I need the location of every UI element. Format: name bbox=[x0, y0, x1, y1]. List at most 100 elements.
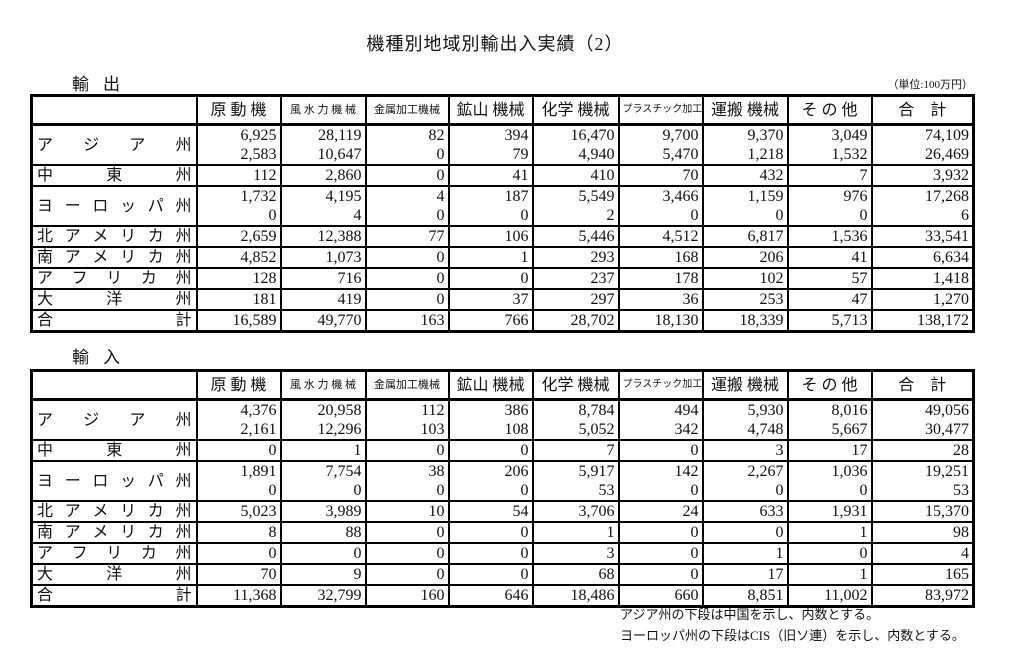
value-cell: 0 bbox=[195, 439, 282, 462]
value-cell: 1 bbox=[531, 521, 620, 544]
value: 28,119 bbox=[318, 127, 362, 144]
region-label: 南 ア メ リ カ 州 bbox=[30, 246, 198, 269]
value: 77 bbox=[428, 228, 445, 245]
value-cell: 88 bbox=[279, 521, 367, 544]
value-cell: 0 bbox=[617, 542, 704, 565]
value: 646 bbox=[504, 587, 529, 604]
value: 41 bbox=[851, 249, 868, 266]
value-cell: 7,754 0 bbox=[279, 460, 367, 502]
value-cell: 32,799 bbox=[279, 584, 367, 608]
value: 1,159 bbox=[747, 188, 784, 205]
value: 3,932 bbox=[933, 167, 969, 184]
value: 0 bbox=[436, 545, 445, 562]
column-header: 原 動 機 bbox=[195, 94, 282, 126]
value: 28,702 bbox=[570, 312, 615, 329]
value-cell: 0 bbox=[364, 439, 450, 462]
value: 3,706 bbox=[578, 503, 615, 520]
value: 16,589 bbox=[232, 312, 277, 329]
value: 0 bbox=[268, 545, 277, 562]
value-cell: 293 bbox=[531, 246, 620, 269]
value: 1 bbox=[520, 249, 529, 266]
column-header: 運搬 機械 bbox=[701, 369, 789, 401]
column-header: そ の 他 bbox=[786, 369, 873, 401]
value: 160 bbox=[420, 587, 445, 604]
value-cell: 206 0 bbox=[447, 460, 534, 502]
value: 0 bbox=[436, 249, 445, 266]
value: 3,049 bbox=[831, 127, 868, 144]
value: 3 bbox=[775, 442, 784, 459]
column-header: 金属加工機械 bbox=[364, 94, 450, 126]
sub-value: 0 bbox=[436, 146, 445, 163]
value: 293 bbox=[590, 249, 615, 266]
value-cell: 160 bbox=[364, 584, 450, 608]
footnote: アジア州の下段は中国を示し、内数とする。 bbox=[620, 607, 880, 622]
value-cell: 49,056 30,477 bbox=[870, 398, 975, 441]
value: 0 bbox=[520, 270, 529, 287]
value-cell: 766 bbox=[447, 309, 534, 333]
value-cell: 98 bbox=[870, 521, 975, 544]
sub-value: 26,469 bbox=[925, 146, 969, 163]
value: 0 bbox=[520, 545, 529, 562]
value: 8,016 bbox=[831, 402, 868, 419]
value-cell: 2,659 bbox=[195, 225, 282, 248]
value-cell: 41 bbox=[786, 246, 873, 269]
value-cell: 17,268 6 bbox=[870, 185, 975, 227]
value: 41 bbox=[512, 167, 529, 184]
region-label: ヨ ー ロ ッ パ 州 bbox=[30, 185, 198, 227]
region-label: ア フ リ カ 州 bbox=[30, 267, 198, 290]
value-cell: 83,972 bbox=[870, 584, 975, 608]
value: 4 bbox=[961, 545, 969, 562]
value: 0 bbox=[520, 566, 529, 583]
table-row: 大 洋 州 181 419 0 37 297 36 253 47 1,270 bbox=[30, 288, 975, 311]
value-cell: 0 bbox=[447, 542, 534, 565]
value-cell: 976 0 bbox=[786, 185, 873, 227]
value-cell: 19,251 53 bbox=[870, 460, 975, 502]
value-cell: 106 bbox=[447, 225, 534, 248]
value-cell: 28,702 bbox=[531, 309, 620, 333]
value-cell: 1,418 bbox=[870, 267, 975, 290]
value-cell: 4 bbox=[870, 542, 975, 565]
value-cell: 394 79 bbox=[447, 123, 534, 166]
value: 1,891 bbox=[240, 463, 277, 480]
value: 6,634 bbox=[933, 249, 969, 266]
value: 33,541 bbox=[925, 228, 969, 245]
value: 17 bbox=[767, 566, 784, 583]
value-cell: 41 bbox=[447, 164, 534, 187]
sub-value: 0 bbox=[436, 482, 445, 499]
column-header: そ の 他 bbox=[786, 94, 873, 126]
region-label: 中 東 州 bbox=[30, 164, 198, 187]
value-cell: 3,989 bbox=[279, 500, 367, 523]
sub-value: 0 bbox=[436, 207, 445, 224]
value-cell: 24 bbox=[617, 500, 704, 523]
value: 976 bbox=[843, 188, 868, 205]
value-cell: 36 bbox=[617, 288, 704, 311]
value-cell: 70 bbox=[195, 563, 282, 586]
value: 15,370 bbox=[925, 503, 969, 520]
value-cell: 168 bbox=[617, 246, 704, 269]
table-row: 北 ア メ リ カ 州 2,659 12,388 77 106 5,446 4,512 6,8… bbox=[30, 225, 975, 248]
value: 0 bbox=[436, 524, 445, 541]
value: 102 bbox=[759, 270, 784, 287]
value-cell: 0 bbox=[279, 542, 367, 565]
value-cell: 70 bbox=[617, 164, 704, 187]
region-label: ア ジ ア 州 bbox=[30, 123, 198, 166]
sub-value: 0 bbox=[268, 482, 277, 499]
table-row: ヨ ー ロ ッ パ 州 1,732 0 4,195 4 4 0 187 0 5,549 2 3,466… bbox=[30, 185, 975, 227]
value-cell: 8,784 5,052 bbox=[531, 398, 620, 441]
value: 1 bbox=[353, 442, 362, 459]
value-cell: 0 bbox=[786, 542, 873, 565]
value-cell: 253 bbox=[701, 288, 789, 311]
value: 6,925 bbox=[240, 127, 277, 144]
region-label: ア ジ ア 州 bbox=[30, 398, 198, 441]
value-cell: 7 bbox=[531, 439, 620, 462]
value-cell: 187 0 bbox=[447, 185, 534, 227]
value-cell: 0 bbox=[364, 288, 450, 311]
value: 168 bbox=[674, 249, 699, 266]
column-header: 鉱山 機械 bbox=[447, 369, 534, 401]
value-cell: 5,446 bbox=[531, 225, 620, 248]
value-cell: 716 bbox=[279, 267, 367, 290]
column-header: プラスチック加工機械 bbox=[617, 94, 704, 126]
value-cell: 11,002 bbox=[786, 584, 873, 608]
value-cell: 1,270 bbox=[870, 288, 975, 311]
